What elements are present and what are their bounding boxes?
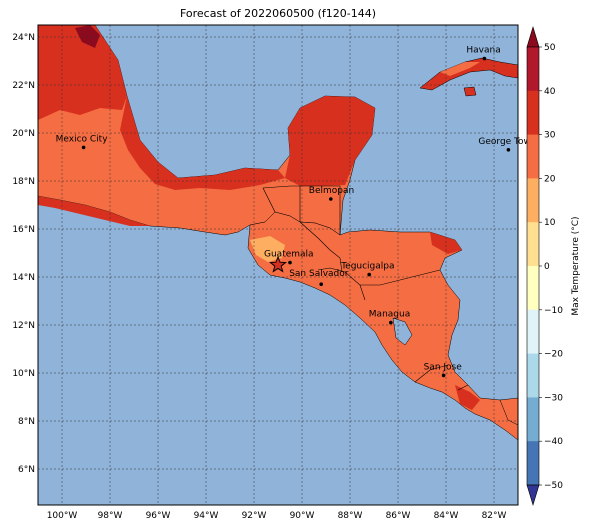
city-dot <box>506 148 511 152</box>
lat-tick-label: 22°N <box>12 81 35 91</box>
lon-tick-label: 90°W <box>290 511 315 521</box>
colorbar-band <box>527 134 539 179</box>
lon-tick-label: 96°W <box>146 511 171 521</box>
lon-tick-label: 86°W <box>386 511 411 521</box>
star-icon <box>269 255 287 273</box>
city-dot <box>367 272 372 277</box>
city-label: San Jose <box>424 362 463 372</box>
colorbar-band <box>527 90 539 136</box>
land-gulf-coast-hot <box>120 96 285 190</box>
lon-tick-label: 88°W <box>338 511 363 521</box>
city-label: Belmopan <box>309 186 354 196</box>
city-label: San Salvador <box>289 269 349 279</box>
colorbar-tick-label: −40 <box>544 437 563 447</box>
city-dot <box>81 145 86 150</box>
colorbar-tick-label: 10 <box>544 218 556 228</box>
colorbar-band <box>527 441 539 486</box>
colorbar-tick-label: −20 <box>544 350 563 360</box>
map-title: Forecast of 2022060500 (f120-144) <box>179 7 377 20</box>
colorbar-tick-label: 30 <box>544 131 556 141</box>
city-markers: Mexico City Havana George Town Belmopan Guat… <box>56 46 537 378</box>
land-costa-rica-hot <box>455 385 480 410</box>
city-label: Mexico City <box>56 134 109 144</box>
lat-tick-label: 12°N <box>12 321 35 331</box>
colorbar-extend-max <box>526 25 540 48</box>
colorbar-band <box>527 309 539 355</box>
colorbar-tick-label: −10 <box>544 306 563 316</box>
colorbar-tick-label: 20 <box>544 174 556 184</box>
lat-tick-label: 20°N <box>12 129 35 139</box>
country-borders <box>262 185 469 391</box>
lon-tick-label: 94°W <box>194 511 219 521</box>
lat-tick-label: 24°N <box>12 33 35 43</box>
lat-tick-label: 6°N <box>18 465 35 475</box>
lat-tick-label: 18°N <box>12 177 35 187</box>
city-dot <box>441 373 446 378</box>
land-highlands-cool <box>250 236 285 262</box>
lat-tick-label: 10°N <box>12 369 35 379</box>
city-dot <box>319 282 324 287</box>
city-dot <box>288 260 292 265</box>
colorbar-band <box>527 178 539 223</box>
city-dot <box>482 56 487 61</box>
land-isla-juventud <box>463 86 477 97</box>
colorbar-band <box>527 397 539 442</box>
lon-tick-label: 100°W <box>47 511 78 521</box>
colorbar-tick-label: 0 <box>544 262 550 272</box>
colorbar-extend-min <box>526 484 540 507</box>
colorbar-label: Max Temperature (°C) <box>571 216 581 315</box>
city-label: Havana <box>466 46 500 56</box>
colorbar: 50 40 30 20 10 0 −10 −20 −30 −40 −50 Max Temperatur… <box>526 25 581 507</box>
lon-tick-label: 84°W <box>434 511 459 521</box>
colorbar-tick-label: 50 <box>544 43 556 53</box>
city-dot <box>329 197 333 201</box>
gridlines <box>38 25 518 505</box>
lon-tick-label: 92°W <box>242 511 267 521</box>
lon-tick-label: 82°W <box>482 511 507 521</box>
colorbar-band <box>527 266 539 311</box>
city-label: Managua <box>369 310 410 320</box>
land-yucatan-hot <box>285 96 375 186</box>
land-pacific-coast-hot <box>38 196 150 226</box>
city-label: George Town <box>478 137 536 147</box>
lat-tick-label: 14°N <box>12 273 35 283</box>
star-marker <box>269 255 287 273</box>
map-frame <box>37 24 519 506</box>
lat-tick-labels: 24°N 22°N 20°N 18°N 16°N 14°N 12°N 10°N 8°N 6°N <box>12 33 35 475</box>
lon-tick-labels: 100°W 98°W 96°W 94°W 92°W 90°W 88°W 86°W 84°W 82°… <box>47 511 507 521</box>
land-cuba-cool <box>440 62 480 76</box>
land-north-mexico-hot <box>38 25 127 120</box>
colorbar-tick-label: −30 <box>544 393 563 403</box>
city-dot <box>389 320 393 325</box>
lat-tick-label: 16°N <box>12 225 35 235</box>
city-label: Tegucigalpa <box>340 262 394 272</box>
colorbar-band <box>527 353 539 398</box>
lon-tick-label: 98°W <box>98 511 123 521</box>
colorbar-band <box>527 222 539 267</box>
lat-tick-label: 8°N <box>18 417 35 427</box>
city-label: Guatemala <box>264 250 314 260</box>
land-panama-east <box>499 397 518 426</box>
colorbar-tick-label: −50 <box>544 481 563 491</box>
colorbar-tick-label: 40 <box>544 87 556 97</box>
colorbar-band <box>527 47 539 92</box>
land-hottest-spot <box>75 25 100 48</box>
